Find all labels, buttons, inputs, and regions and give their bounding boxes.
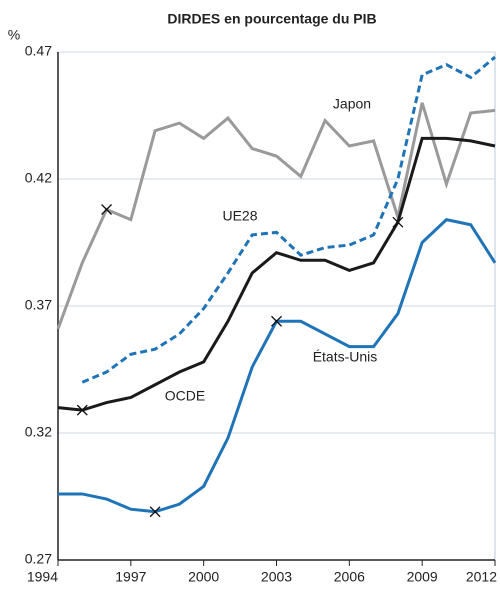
y-tick-label: 0.32 [25, 424, 52, 440]
x-tick-label: 1997 [115, 569, 146, 585]
series-label: Japon [333, 96, 371, 112]
x-tick-label: 2000 [188, 569, 219, 585]
point-marker [101, 204, 113, 215]
y-axis-label: % [8, 27, 20, 43]
x-tick-label: 2009 [407, 569, 438, 585]
y-tick-label: 0.42 [25, 170, 52, 186]
x-tick-label: 2006 [334, 569, 365, 585]
point-marker [271, 315, 282, 327]
series-line [58, 218, 497, 514]
series-line [81, 55, 496, 384]
x-tick-label: 2012 [466, 569, 497, 585]
chart-title: DIRDES en pourcentage du PIB [167, 11, 376, 27]
series-label: États-Unis [313, 349, 378, 365]
point-marker [149, 506, 161, 518]
series-label: OCDE [165, 388, 205, 404]
series-line [57, 136, 496, 412]
series-line [56, 102, 496, 330]
point-marker [76, 404, 88, 416]
x-tick-label: 2003 [261, 569, 292, 585]
point-marker [392, 216, 404, 228]
y-tick-label: 0.37 [25, 297, 52, 313]
series-label: UE28 [222, 208, 257, 224]
y-tick-label: 0.27 [25, 551, 52, 567]
y-tick-label: 0.47 [25, 43, 52, 59]
x-tick-label: 1994 [27, 569, 58, 585]
